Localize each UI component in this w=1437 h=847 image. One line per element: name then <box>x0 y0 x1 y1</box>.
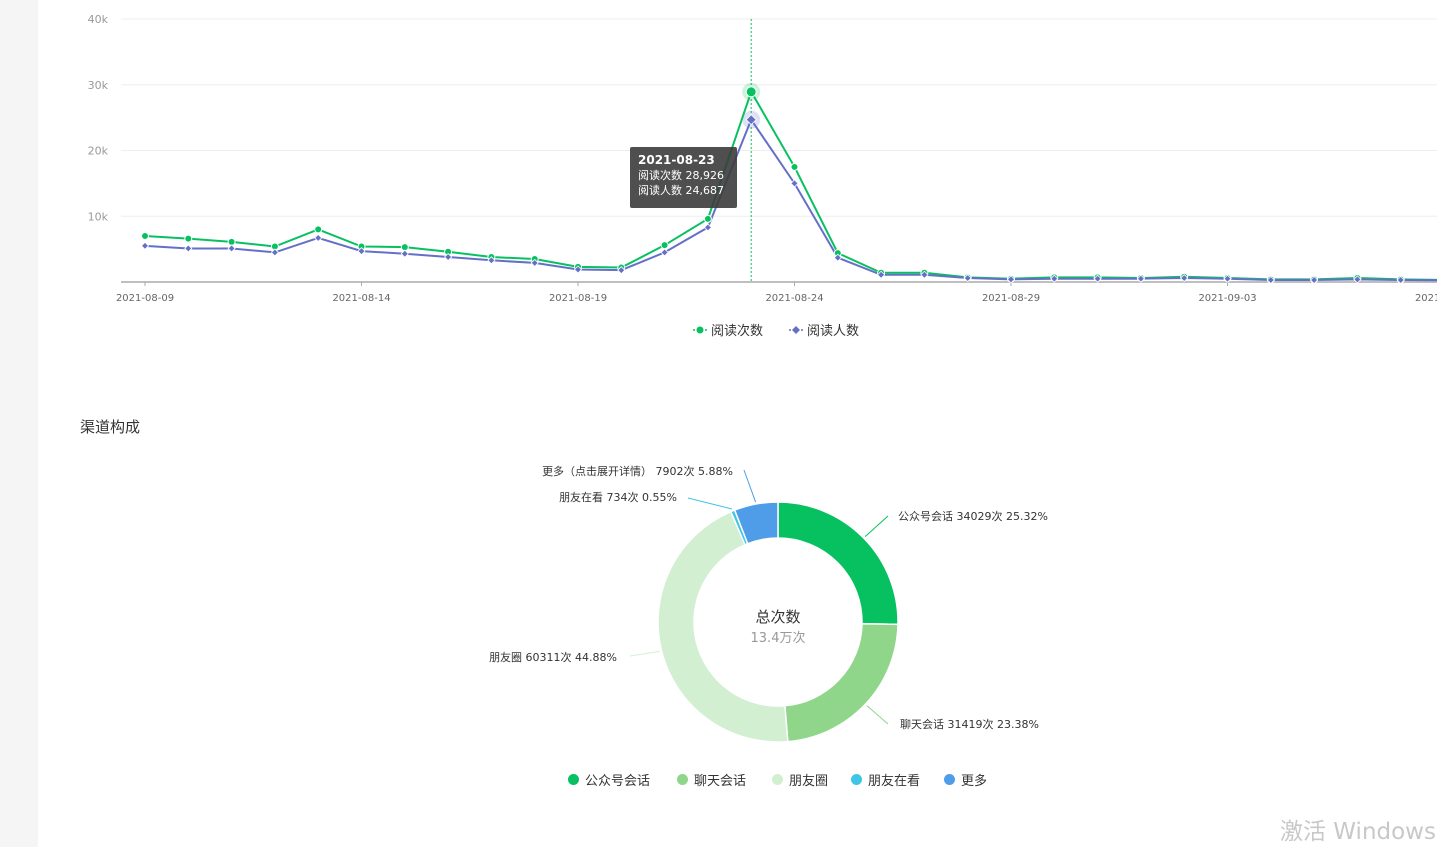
readers-point[interactable] <box>400 249 409 258</box>
pie-legend-item[interactable]: 聊天会话 <box>677 770 746 789</box>
readers-point[interactable] <box>1396 275 1405 285</box>
readers-point[interactable] <box>790 179 799 188</box>
readers-point[interactable] <box>920 270 929 279</box>
legend-marker-icon <box>696 326 704 334</box>
x-tick-label: 2021-08-09 <box>116 293 174 304</box>
readers-point[interactable] <box>184 244 193 253</box>
reads-point[interactable] <box>314 225 323 234</box>
legend-label: 朋友在看 <box>868 774 921 789</box>
reads-point[interactable] <box>790 162 799 171</box>
legend-label: 公众号会话 <box>585 774 651 789</box>
reads-point[interactable] <box>400 243 409 252</box>
legend-label: 更多 <box>961 774 988 789</box>
x-tick-label: 2021-08-14 <box>332 293 390 304</box>
series-line-1 <box>144 117 1437 282</box>
legend-marker-icon <box>792 326 800 334</box>
readers-point[interactable] <box>1223 274 1232 283</box>
x-tick-label: 2021-09-08 <box>1415 293 1437 304</box>
readers-point[interactable] <box>1310 275 1319 285</box>
windows-activation-watermark: 激活 Windows <box>1280 819 1436 845</box>
legend-label: 聊天会话 <box>694 774 747 789</box>
readers-point[interactable] <box>1266 275 1275 285</box>
readers-point[interactable] <box>833 253 842 262</box>
readers-point[interactable] <box>1050 274 1059 283</box>
series-line-0 <box>144 89 1437 281</box>
reads-point[interactable] <box>141 231 149 240</box>
left-gutter <box>0 0 38 847</box>
pie-legend-item[interactable]: 更多 <box>944 770 987 789</box>
legend-label: 阅读人数 <box>807 324 859 339</box>
legend-label: 阅读次数 <box>711 323 763 339</box>
pie-legend-item[interactable]: 朋友在看 <box>851 770 920 789</box>
legend-dot-icon <box>851 774 862 785</box>
channel-section-title: 渠道构成 <box>80 418 141 436</box>
y-tick-label: 10k <box>88 210 109 223</box>
readers-point[interactable] <box>487 256 496 265</box>
readers-point[interactable] <box>963 273 972 283</box>
tooltip-reads: 阅读次数 28,926 <box>638 169 724 182</box>
x-tick-label: 2021-08-29 <box>982 293 1040 304</box>
readers-point[interactable] <box>1353 275 1362 284</box>
tooltip-date: 2021-08-23 <box>638 153 715 167</box>
readers-point[interactable] <box>1093 274 1102 283</box>
legend-dot-icon <box>568 774 579 785</box>
reads-point[interactable] <box>184 234 193 243</box>
legend-dot-icon <box>677 774 688 785</box>
readers-point[interactable] <box>573 265 583 274</box>
readers-point[interactable] <box>270 248 279 257</box>
tooltip-readers: 阅读人数 24,687 <box>638 184 724 197</box>
readers-point[interactable] <box>140 241 150 250</box>
readers-point[interactable] <box>703 223 712 232</box>
reads-point[interactable] <box>660 241 669 250</box>
y-tick-label: 40k <box>88 13 109 26</box>
x-tick-label: 2021-08-24 <box>765 293 823 304</box>
pie-legend-item[interactable]: 公众号会话 <box>568 770 650 789</box>
y-tick-label: 30k <box>88 79 109 92</box>
line-legend-item-1[interactable]: 阅读人数 <box>789 324 859 339</box>
readers-point[interactable] <box>1006 275 1016 284</box>
y-tick-label: 20k <box>88 145 109 158</box>
pie-legend-item[interactable]: 朋友圈 <box>772 770 828 789</box>
readers-point[interactable] <box>745 114 757 126</box>
reads-point[interactable] <box>703 214 712 223</box>
chart-tooltip: 2021-08-23 阅读次数 28,926 阅读人数 24,687 <box>630 147 737 208</box>
readers-point[interactable] <box>1136 274 1145 283</box>
legend-dot-icon <box>772 774 783 785</box>
readers-point[interactable] <box>877 270 886 279</box>
readers-point[interactable] <box>357 247 366 256</box>
reads-point[interactable] <box>745 86 757 98</box>
readers-point[interactable] <box>530 258 539 267</box>
legend-dot-icon <box>944 774 955 785</box>
line-legend-item-0[interactable]: 阅读次数 <box>693 323 763 339</box>
readers-point[interactable] <box>1180 273 1189 283</box>
trend-line-chart: 10k 20k 30k 40k 2021-08-09 2021-08-14 2021-08… <box>88 13 1437 339</box>
readers-point[interactable] <box>444 252 453 262</box>
legend-label: 朋友圈 <box>789 774 829 789</box>
reads-point[interactable] <box>227 237 236 246</box>
x-tick-label: 2021-08-19 <box>549 293 607 304</box>
x-tick-label: 2021-09-03 <box>1198 293 1256 304</box>
readers-point[interactable] <box>617 266 626 275</box>
readers-point[interactable] <box>314 233 323 243</box>
readers-point[interactable] <box>227 244 236 253</box>
readers-point[interactable] <box>660 248 669 257</box>
